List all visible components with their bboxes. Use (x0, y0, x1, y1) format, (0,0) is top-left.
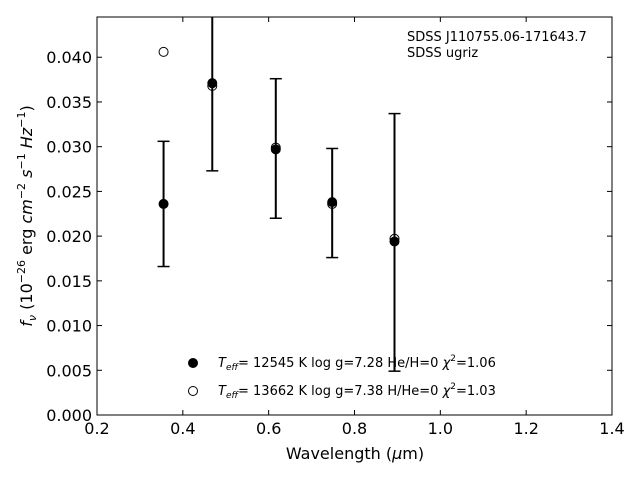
filled-model-point (207, 78, 218, 89)
y-axis-ticks: 0.000 0.005 0.010 0.015 0.020 0.025 0.030 0.035… (46, 48, 612, 425)
y-tick-label: 0.000 (46, 406, 92, 425)
x-axis-label: Wavelength (μm) (286, 444, 424, 463)
y-tick-label: 0.040 (46, 48, 92, 67)
y-tick-label: 0.030 (46, 138, 92, 157)
legend-entry-filled: Teff= 12545 K log g=7.28 He/H=0 χ2=1.06 (218, 354, 496, 373)
open-model-point (158, 46, 169, 57)
y-tick-label: 0.020 (46, 227, 92, 246)
filled-model-point (158, 198, 169, 209)
open-model-point (270, 142, 281, 153)
data-markers (158, 46, 400, 247)
x-tick-label: 1.0 (428, 419, 453, 438)
y-axis-label: fν (10−26 erg cm−2 s−1 Hz−1) (15, 105, 39, 326)
y-tick-label: 0.005 (46, 361, 92, 380)
filled-model-point (389, 236, 400, 247)
y-tick-label: 0.025 (46, 182, 92, 201)
x-tick-label: 1.2 (513, 419, 538, 438)
x-tick-label: 0.8 (342, 419, 367, 438)
y-tick-label: 0.010 (46, 317, 92, 336)
y-tick-label: 0.035 (46, 93, 92, 112)
x-tick-label: 0.4 (170, 419, 195, 438)
x-axis-ticks: 0.2 0.4 0.6 0.8 1.0 1.2 1.4 (84, 17, 625, 438)
legend: Teff= 12545 K log g=7.28 He/H=0 χ2=1.06 … (188, 354, 496, 401)
filter-system-annotation: SDSS ugriz (407, 46, 478, 61)
open-model-point (327, 198, 338, 209)
object-name-annotation: SDSS J110755.06-171643.7 (407, 30, 587, 45)
x-tick-label: 1.4 (599, 419, 624, 438)
open-model-point (207, 80, 218, 91)
legend-entry-open: Teff= 13662 K log g=7.38 H/He=0 χ2=1.03 (218, 382, 496, 401)
open-model-point (389, 233, 400, 244)
y-tick-label: 0.015 (46, 272, 92, 291)
x-tick-label: 0.6 (256, 419, 281, 438)
x-tick-label: 0.2 (84, 419, 109, 438)
legend-marker-open (188, 386, 198, 396)
legend-marker-filled (188, 358, 198, 368)
